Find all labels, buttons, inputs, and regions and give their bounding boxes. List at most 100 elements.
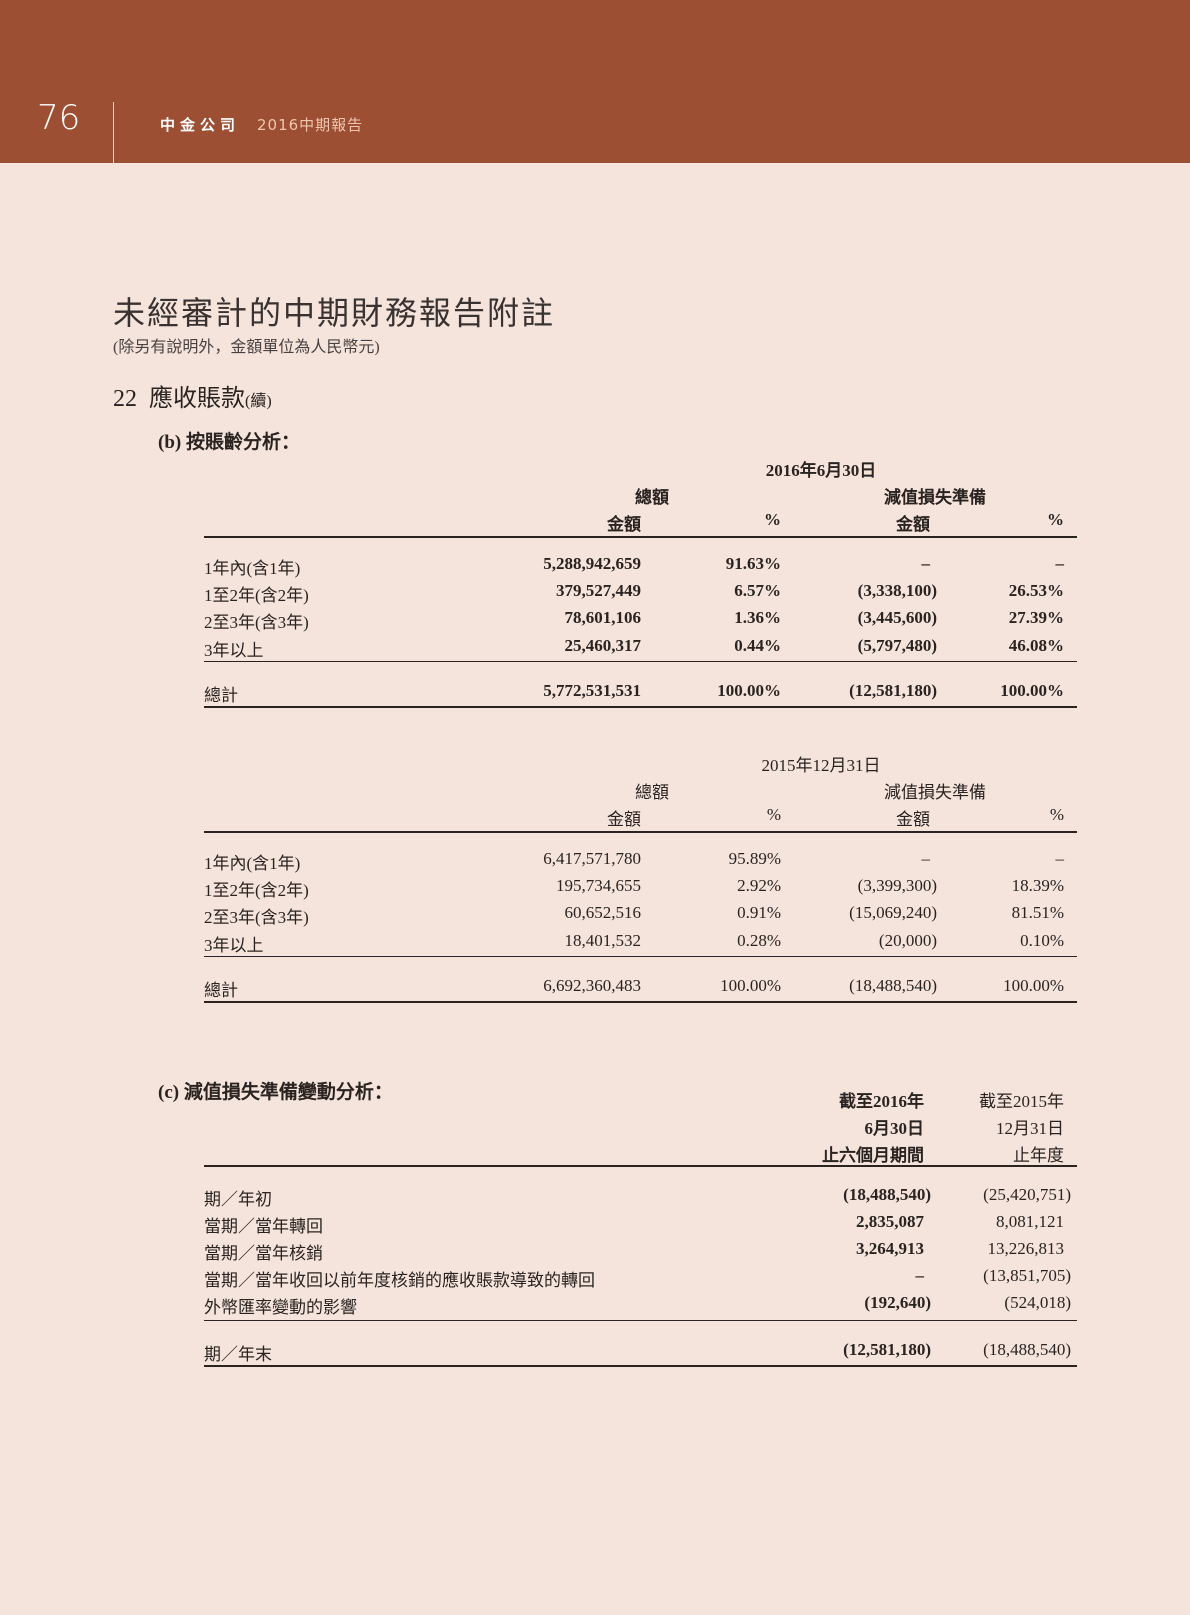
row-label: 1年內(含1年) [204,854,301,873]
row-value: 1.36% [734,608,781,628]
row-value: (3,338,100) [857,581,937,601]
total-value: 6,692,360,483 [543,976,641,996]
row-label: 2至3年(含3年) [204,908,309,928]
row-value: – [1055,554,1065,574]
total-label: 總計 [204,686,238,706]
column-header: 6月30日 [864,1118,925,1138]
row-value: 25,460,317 [564,635,642,655]
row-value: 95.89% [728,849,781,868]
page-number: 76 [37,98,81,138]
table-rule [204,660,1077,662]
column-header: 止年度 [1013,1146,1064,1166]
report-name: 2016中期報告 [257,116,364,134]
section-heading: 22 應收賬款(續) [113,378,272,413]
row-value: 46.08% [1008,635,1064,655]
row-label: 3年以上 [204,935,264,955]
row-label: 3年以上 [204,640,264,660]
row-value: 13,226,813 [987,1239,1065,1259]
table-rule [204,706,1077,709]
column-header: 截至2015年 [979,1091,1064,1111]
row-value: (3,399,300) [857,876,937,896]
column-header: % [1047,510,1064,530]
row-value: 2.92% [737,876,781,896]
header-divider [113,102,114,163]
row-value: 6,417,571,780 [543,849,641,868]
table-rule [204,1165,1077,1168]
row-value: (13,851,705) [983,1266,1071,1286]
row-value: 3,264,913 [856,1239,924,1259]
table-rule [204,1365,1077,1368]
total-value: 5,772,531,531 [543,681,641,701]
row-value: – [921,849,931,868]
row-value: 91.63% [725,554,781,574]
table-rule [204,955,1077,957]
column-header: % [766,805,781,825]
row-value: 78,601,106 [564,608,642,628]
row-value: (5,797,480) [857,635,937,655]
row-value: 18.39% [1011,876,1064,896]
total-value: 100.00% [717,681,781,701]
row-value: – [1055,849,1065,868]
column-header: 金額 [607,810,641,830]
table-rule [204,830,1077,833]
part-b-heading: (b) 按賬齡分析： [158,432,300,453]
row-value: 0.91% [737,903,781,923]
column-header: 金額 [896,515,930,535]
total-label: 期／年末 [204,1344,272,1364]
total-label: 總計 [204,981,238,1001]
row-value: (20,000) [878,930,937,950]
row-value: 5,288,942,659 [543,554,641,574]
total-value: (12,581,180) [849,681,937,701]
column-header: % [1049,805,1064,825]
group-impairment: 減值損失準備 [884,783,986,803]
total-value: (18,488,540) [983,1339,1071,1359]
total-value: 100.00% [1000,681,1064,701]
header-band [0,0,1190,163]
row-label: 當期／當年核銷 [204,1244,323,1264]
table-rule [204,1001,1077,1004]
total-value: 100.00% [720,976,781,996]
column-header: 截至2016年 [839,1091,924,1111]
row-value: 6.57% [734,581,781,601]
row-value: – [921,554,931,574]
group-gross: 總額 [635,488,669,508]
row-label: 1至2年(含2年) [204,586,309,606]
row-value: 18,401,532 [564,930,642,950]
table-date: 2015年12月31日 [761,756,881,775]
row-value: 26.53% [1008,581,1064,601]
table-rule [204,1319,1077,1321]
column-header: % [764,510,781,530]
row-value: 0.44% [734,635,781,655]
row-value: 27.39% [1008,608,1064,628]
row-value: 379,527,449 [556,581,641,601]
group-gross: 總額 [635,783,669,803]
table-rule [204,535,1077,538]
row-value: (524,018) [1004,1293,1071,1313]
row-value: 0.28% [737,930,781,950]
row-value: (25,420,751) [983,1184,1071,1204]
section-name: 應收賬款 [149,386,245,412]
total-value: (18,488,540) [849,976,937,996]
part-c-heading: (c) 減值損失準備變動分析： [158,1082,393,1103]
column-header: 12月31日 [996,1118,1064,1138]
total-value: 100.00% [1003,976,1064,996]
row-label: 2至3年(含3年) [204,613,309,633]
column-header: 金額 [896,810,930,830]
row-value: 2,835,087 [856,1211,924,1231]
row-value: – [915,1266,925,1286]
row-value: 8,081,121 [996,1211,1064,1231]
row-label: 外幣匯率變動的影響 [204,1298,357,1318]
row-label: 期／年初 [204,1189,272,1209]
row-label: 1年內(含1年) [204,559,301,579]
row-label: 當期／當年轉回 [204,1216,323,1236]
column-header: 止六個月期間 [822,1146,924,1166]
group-impairment: 減值損失準備 [884,488,986,508]
row-value: 0.10% [1020,930,1064,950]
row-value: (15,069,240) [849,903,937,923]
row-value: 195,734,655 [556,876,641,896]
column-header: 金額 [607,515,641,535]
row-value: (192,640) [864,1293,931,1313]
page-title: 未經審計的中期財務報告附註 [113,295,556,331]
row-label: 當期／當年收回以前年度核銷的應收賬款導致的轉回 [204,1271,595,1291]
table-date: 2016年6月30日 [765,461,877,481]
